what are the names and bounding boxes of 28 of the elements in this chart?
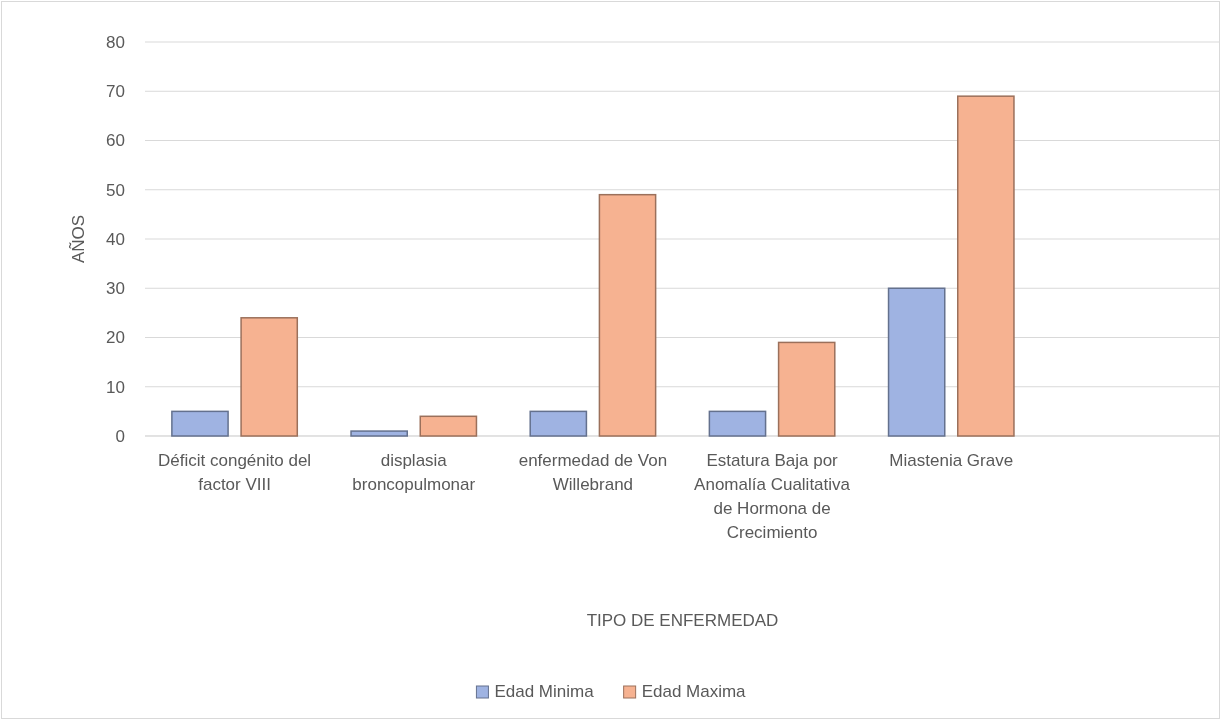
y-tick-label: 70 xyxy=(106,82,125,102)
bar xyxy=(240,317,299,437)
x-tick-label: Estatura Baja por Anomalía Cualitativa de Hormona de Crecimiento xyxy=(694,451,851,542)
bar xyxy=(887,287,946,437)
y-tick-label: 30 xyxy=(106,279,125,299)
y-tick-label: 60 xyxy=(106,131,125,151)
x-tick-label: Miastenia Grave xyxy=(889,451,1014,470)
bar xyxy=(529,410,588,437)
legend-label: Edad Maxima xyxy=(641,682,747,701)
bar xyxy=(419,415,478,437)
bar xyxy=(957,95,1015,437)
y-tick-label: 50 xyxy=(106,180,125,200)
bar xyxy=(598,193,657,437)
y-tick-label: 0 xyxy=(115,426,125,446)
bar xyxy=(171,410,229,437)
x-tick-label: displasia broncopulmonar xyxy=(352,451,476,494)
y-tick-label: 80 xyxy=(106,32,125,52)
x-tick-label: Déficit congénito del factor VIII xyxy=(158,451,312,494)
bar xyxy=(708,410,767,437)
x-axis-title: TIPO DE ENFERMEDAD xyxy=(586,611,779,630)
bar xyxy=(350,430,408,437)
bar xyxy=(777,341,836,437)
x-tick-label: enfermedad de Von Willebrand xyxy=(518,451,668,494)
y-tick-label: 20 xyxy=(106,328,125,348)
y-tick-label: 10 xyxy=(106,377,125,397)
y-tick-label: 40 xyxy=(106,229,125,249)
legend-label: Edad Minima xyxy=(494,682,595,701)
y-axis-title: AÑOS xyxy=(69,214,88,264)
